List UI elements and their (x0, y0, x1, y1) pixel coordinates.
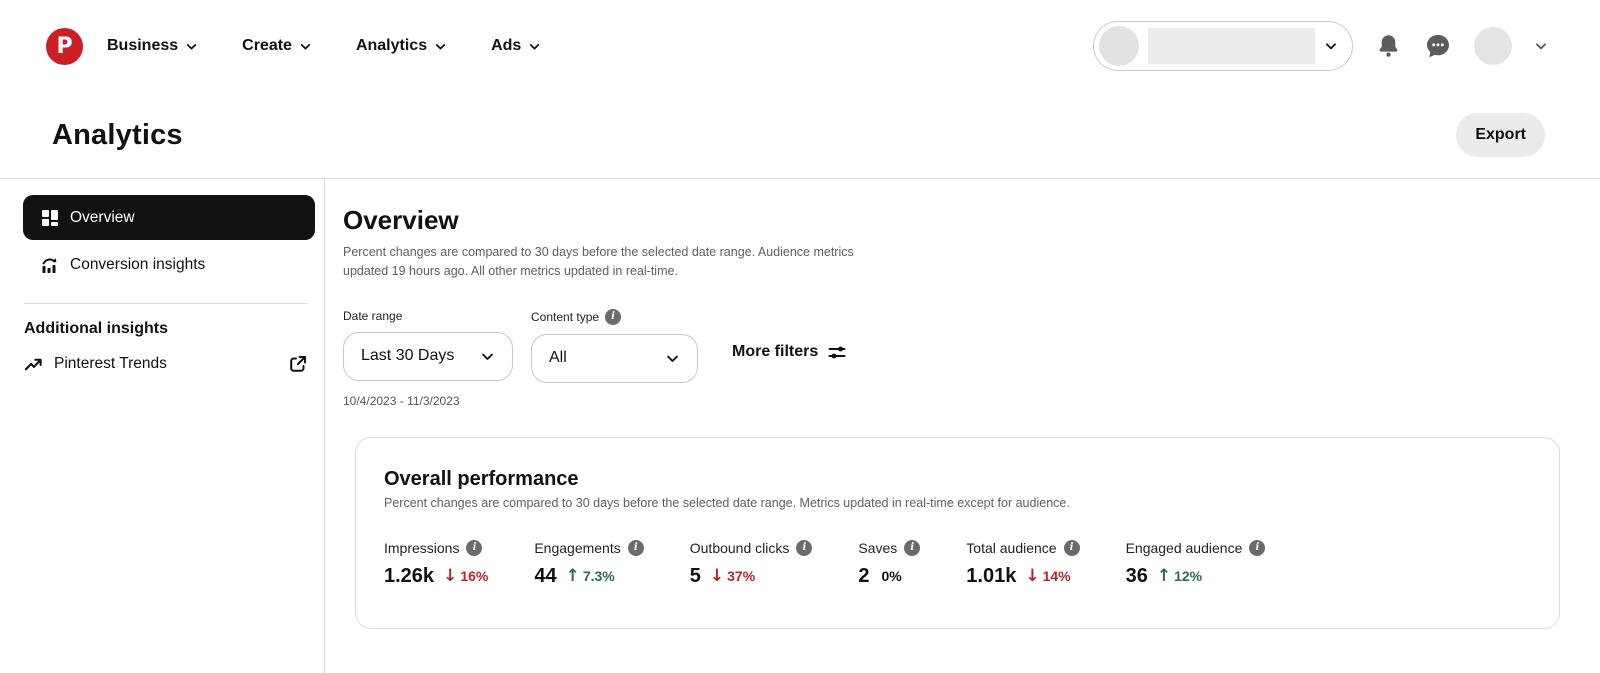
export-button[interactable]: Export (1456, 113, 1545, 157)
content-type-dropdown[interactable]: All (531, 333, 698, 383)
metric-engagements: Engagements 44 7.3% (534, 539, 644, 588)
trend-arrow-icon (566, 568, 580, 585)
notifications-button[interactable] (1375, 33, 1402, 60)
chevron-down-icon (1536, 43, 1546, 50)
primary-nav: Business Create Analytics Ads (107, 37, 541, 55)
date-range-dropdown[interactable]: Last 30 Days (343, 331, 513, 381)
sidebar-item-label: Pinterest Trends (54, 355, 167, 372)
info-icon[interactable] (466, 539, 483, 556)
selected-date-range-text: 10/4/2023 - 11/3/2023 (343, 393, 460, 408)
chevron-down-icon (667, 355, 678, 362)
sidebar-item-label: Overview (70, 208, 135, 226)
metric-outbound-clicks: Outbound clicks 5 37% (689, 539, 813, 588)
date-range-filter: Date range Last 30 Days (343, 309, 513, 381)
account-avatar (1099, 26, 1139, 66)
nav-item-create[interactable]: Create (242, 37, 312, 55)
filters-row: Date range Last 30 Days Content type All… (343, 308, 1560, 383)
page-title: Analytics (52, 118, 183, 151)
metric-change: 0% (881, 568, 902, 585)
analytics-sidebar: Overview Conversion insights Additional … (0, 179, 325, 673)
overview-main-panel: Overview Percent changes are compared to… (325, 179, 1600, 673)
sidebar-item-overview[interactable]: Overview (23, 195, 315, 240)
sidebar-item-pinterest-trends[interactable]: Pinterest Trends (24, 342, 308, 386)
date-range-label: Date range (343, 308, 403, 323)
info-icon[interactable] (904, 539, 921, 556)
trending-up-icon (24, 358, 42, 370)
top-right-controls (1093, 21, 1548, 71)
nav-item-ads[interactable]: Ads (491, 37, 541, 55)
metric-impressions: Impressions 1.26k 16% (384, 539, 488, 588)
metric-value: 5 (689, 564, 701, 587)
trend-arrow-icon (443, 568, 457, 585)
info-icon[interactable] (1249, 539, 1266, 556)
content-type-label: Content type (531, 308, 698, 325)
chevron-down-icon (482, 353, 493, 360)
nav-item-business[interactable]: Business (107, 37, 198, 55)
chevron-down-icon (300, 43, 311, 50)
conversion-chart-icon (42, 257, 57, 273)
external-link-icon[interactable] (288, 354, 308, 374)
metric-change: 37% (710, 568, 755, 585)
nav-item-analytics[interactable]: Analytics (356, 37, 447, 55)
nav-item-label: Create (242, 37, 292, 54)
sidebar-item-label: Conversion insights (70, 255, 206, 273)
info-icon[interactable] (1063, 539, 1080, 556)
top-navigation-bar: P Business Create Analytics Ads (0, 0, 1600, 92)
metric-change: 14% (1025, 568, 1071, 585)
metrics-row: Impressions 1.26k 16% Engagements (384, 539, 1531, 588)
metric-engaged-audience: Engaged audience 36 12% (1125, 539, 1266, 588)
trend-arrow-icon (1025, 568, 1039, 585)
sliders-icon (828, 346, 846, 359)
metric-value: 2 (858, 564, 870, 587)
content-area: Overview Conversion insights Additional … (0, 178, 1600, 673)
content-type-value: All (549, 349, 567, 367)
content-type-filter: Content type All (531, 308, 698, 383)
chat-bubble-icon (1427, 34, 1449, 58)
account-menu-button[interactable] (1534, 39, 1548, 53)
metric-change: 12% (1157, 568, 1202, 585)
card-title: Overall performance (384, 467, 579, 490)
chevron-down-icon (1326, 43, 1336, 50)
info-icon[interactable] (796, 539, 813, 556)
metric-value: 44 (534, 564, 557, 587)
messages-button[interactable] (1424, 32, 1452, 60)
info-icon[interactable] (605, 308, 622, 325)
metric-value: 36 (1125, 564, 1148, 587)
date-range-value: Last 30 Days (361, 347, 455, 365)
section-heading: Overview (343, 205, 459, 235)
account-switcher[interactable] (1093, 21, 1353, 71)
bell-icon (1379, 34, 1398, 57)
metric-total-audience: Total audience 1.01k 14% (966, 539, 1080, 588)
more-filters-button[interactable]: More filters (732, 342, 847, 362)
pinterest-logo[interactable]: P (46, 27, 83, 65)
nav-item-label: Analytics (355, 37, 428, 54)
account-name-placeholder (1148, 28, 1315, 64)
sidebar-divider (24, 303, 308, 304)
metric-value: 1.26k (384, 564, 435, 587)
overall-performance-card: Overall performance Percent changes are … (355, 436, 1560, 629)
info-icon[interactable] (627, 539, 644, 556)
nav-item-label: Ads (491, 37, 522, 54)
dashboard-grid-icon (42, 209, 58, 226)
page-header: Analytics Export (0, 92, 1600, 178)
chevron-down-icon (435, 43, 446, 50)
metric-change: 7.3% (566, 568, 615, 585)
trend-arrow-icon (1157, 568, 1171, 585)
chevron-down-icon (530, 43, 540, 50)
chevron-down-icon (186, 43, 197, 50)
user-avatar[interactable] (1474, 27, 1512, 65)
sidebar-section-title: Additional insights (24, 320, 168, 337)
metric-change: 16% (443, 568, 488, 585)
sidebar-item-conversion-insights[interactable]: Conversion insights (23, 242, 315, 287)
nav-item-label: Business (107, 37, 179, 54)
section-description: Percent changes are compared to 30 days … (343, 245, 854, 279)
trend-arrow-icon (710, 568, 724, 585)
metric-value: 1.01k (966, 564, 1017, 587)
card-description: Percent changes are compared to 30 days … (384, 495, 1070, 510)
metric-saves: Saves 2 0% (858, 539, 921, 588)
